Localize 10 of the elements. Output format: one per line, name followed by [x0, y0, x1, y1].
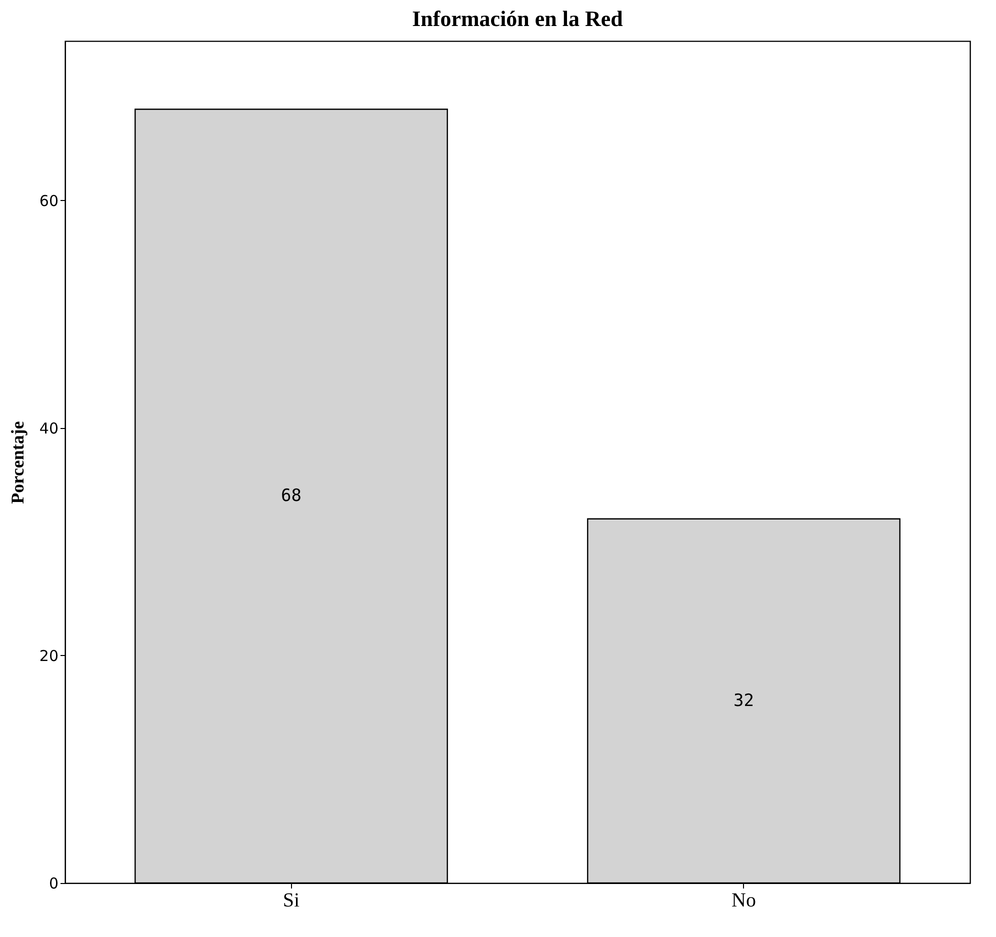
y-axis-title: Porcentaje — [7, 421, 28, 504]
y-tick-label: 20 — [39, 646, 58, 665]
chart-title: Información en la Red — [412, 6, 623, 31]
y-tick-label: 60 — [39, 192, 58, 210]
data-label: 32 — [734, 690, 754, 711]
x-tick-label: Si — [282, 890, 300, 912]
y-tick-label: 40 — [39, 419, 58, 438]
data-label: 68 — [281, 486, 302, 506]
x-tick-label: No — [732, 890, 756, 912]
y-tick-label: 0 — [48, 874, 58, 892]
